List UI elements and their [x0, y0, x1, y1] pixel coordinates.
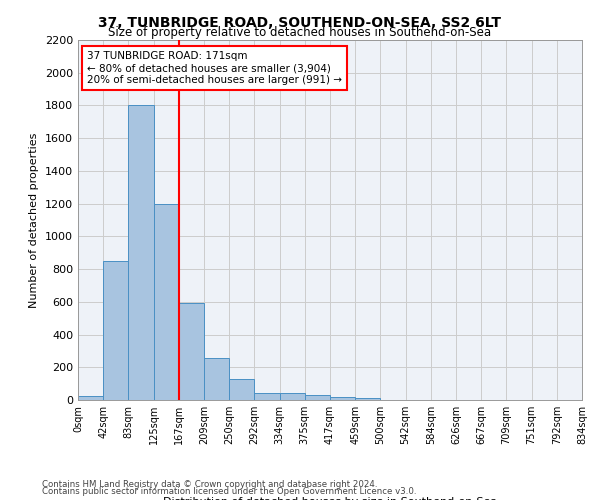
Bar	[330, 396, 355, 400]
Bar	[154, 204, 179, 400]
Bar	[254, 392, 280, 400]
Bar	[103, 261, 128, 400]
Bar	[305, 395, 330, 400]
Y-axis label: Number of detached properties: Number of detached properties	[29, 132, 40, 308]
Bar	[179, 304, 204, 400]
Text: Size of property relative to detached houses in Southend-on-Sea: Size of property relative to detached ho…	[109, 26, 491, 39]
Bar	[128, 106, 154, 400]
Bar	[229, 378, 254, 400]
Text: Contains public sector information licensed under the Open Government Licence v3: Contains public sector information licen…	[42, 487, 416, 496]
Bar	[280, 392, 305, 400]
Bar	[78, 396, 103, 400]
Text: 37, TUNBRIDGE ROAD, SOUTHEND-ON-SEA, SS2 6LT: 37, TUNBRIDGE ROAD, SOUTHEND-ON-SEA, SS2…	[98, 16, 502, 30]
Text: 37 TUNBRIDGE ROAD: 171sqm
← 80% of detached houses are smaller (3,904)
20% of se: 37 TUNBRIDGE ROAD: 171sqm ← 80% of detac…	[87, 52, 342, 84]
Bar	[204, 358, 229, 400]
Text: Contains HM Land Registry data © Crown copyright and database right 2024.: Contains HM Land Registry data © Crown c…	[42, 480, 377, 489]
Bar	[355, 398, 380, 400]
X-axis label: Distribution of detached houses by size in Southend-on-Sea: Distribution of detached houses by size …	[163, 497, 497, 500]
